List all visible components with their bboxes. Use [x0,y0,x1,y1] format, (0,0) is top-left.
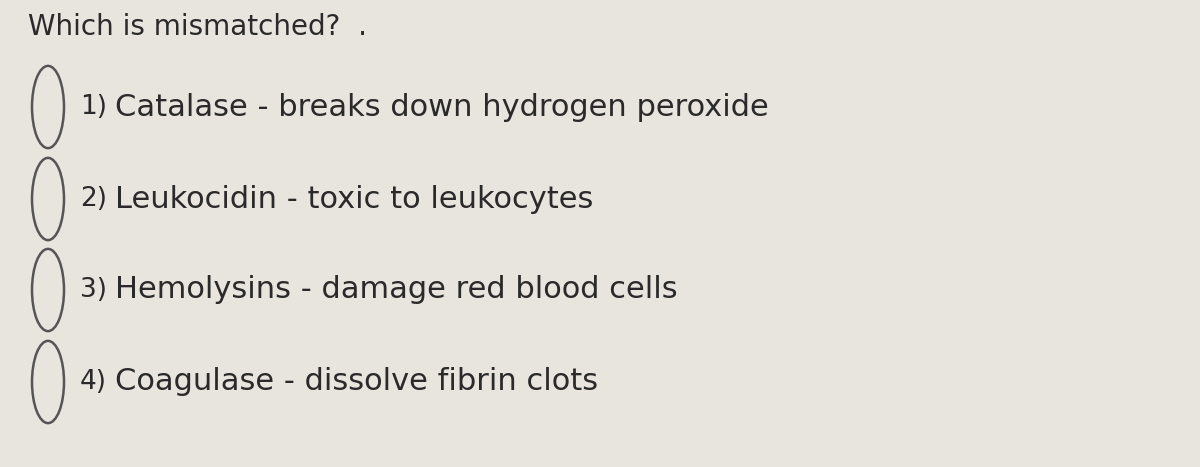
Text: Coagulase - dissolve fibrin clots: Coagulase - dissolve fibrin clots [115,368,598,396]
Text: 4): 4) [80,369,107,395]
Text: Catalase - breaks down hydrogen peroxide: Catalase - breaks down hydrogen peroxide [115,92,769,121]
Text: 3): 3) [80,277,107,303]
Text: Hemolysins - damage red blood cells: Hemolysins - damage red blood cells [115,276,678,304]
Text: Which is mismatched?  .: Which is mismatched? . [28,13,367,41]
Text: 2): 2) [80,186,107,212]
Text: Leukocidin - toxic to leukocytes: Leukocidin - toxic to leukocytes [115,184,593,213]
Text: 1): 1) [80,94,107,120]
